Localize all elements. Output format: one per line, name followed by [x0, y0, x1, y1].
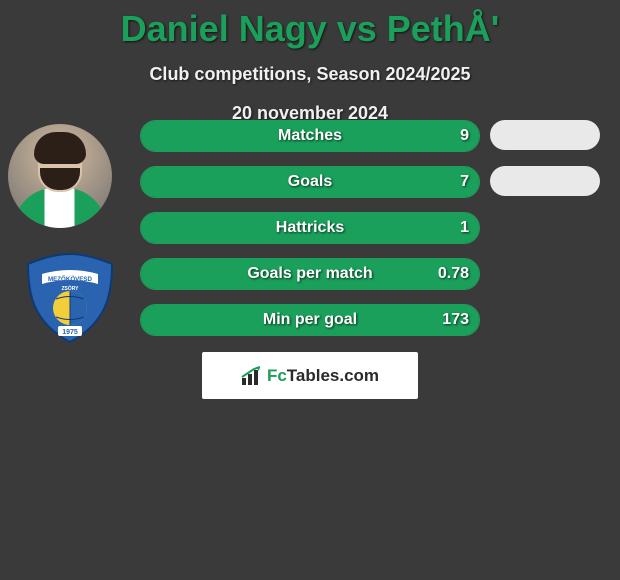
stat-value-left: 173	[442, 311, 469, 329]
player2-club-badge: MEZŐKÖVESD ZSÓRY 1975	[20, 252, 120, 344]
brand-text: FcTables.com	[267, 366, 379, 386]
player1-shirt	[14, 188, 106, 228]
stat-row: Matches 9	[140, 120, 480, 152]
stat-value-left: 7	[460, 173, 469, 191]
badge-text-top: MEZŐKÖVESD	[48, 276, 93, 283]
stat-label: Matches	[278, 127, 342, 145]
subtitle: Club competitions, Season 2024/2025	[0, 64, 620, 85]
brand-prefix: Fc	[267, 366, 287, 385]
stat-label: Min per goal	[263, 311, 357, 329]
bars-icon	[241, 366, 263, 386]
badge-year: 1975	[62, 329, 78, 336]
right-pill	[490, 166, 600, 196]
badge-ball	[53, 291, 87, 325]
stat-row: Goals 7	[140, 166, 480, 198]
stats-panel: Matches 9 Goals 7 Hattricks 1 Goals per match 0…	[140, 120, 480, 350]
brand-suffix: Tables.com	[287, 366, 379, 385]
stat-label: Goals	[288, 173, 332, 191]
page-title: Daniel Nagy vs PethÅ'	[0, 0, 620, 50]
stat-value-left: 9	[460, 127, 469, 145]
stat-row: Goals per match 0.78	[140, 258, 480, 290]
stat-label: Goals per match	[247, 265, 372, 283]
stat-label: Hattricks	[276, 219, 344, 237]
player1-avatar	[8, 124, 112, 228]
player1-hair	[34, 132, 86, 164]
stat-value-left: 1	[460, 219, 469, 237]
right-pill	[490, 120, 600, 150]
badge-text-mid: ZSÓRY	[61, 284, 79, 292]
stat-value-left: 0.78	[438, 265, 469, 283]
right-pills	[490, 120, 600, 350]
stat-row: Hattricks 1	[140, 212, 480, 244]
stat-row: Min per goal 173	[140, 304, 480, 336]
brand-box: FcTables.com	[202, 352, 418, 399]
